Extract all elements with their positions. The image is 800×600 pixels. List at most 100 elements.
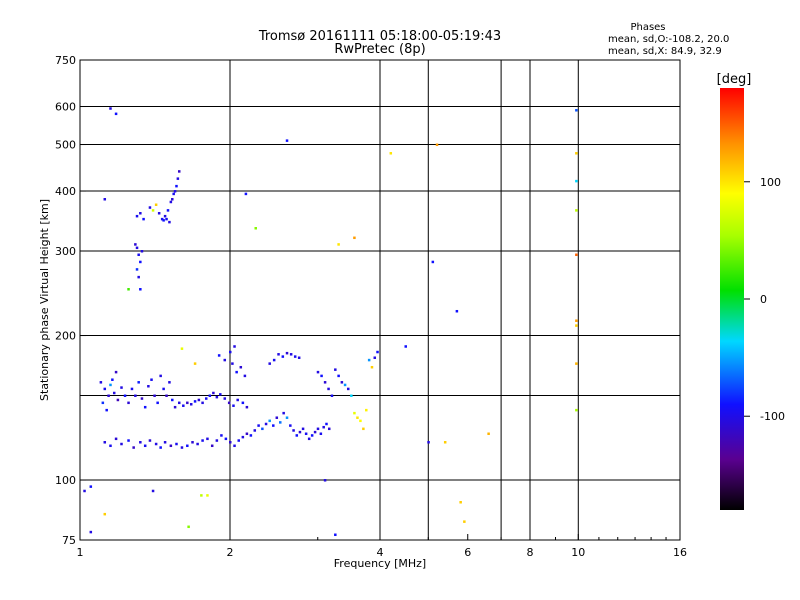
data-point (268, 419, 271, 423)
data-point (362, 427, 365, 431)
y-tick-label: 300 (55, 245, 76, 258)
x-tick-label: 8 (527, 546, 534, 559)
colorbar-ticks: 100 0 -100 (744, 176, 785, 423)
y-tick-label: 600 (55, 101, 76, 114)
data-point (367, 358, 371, 362)
data-point (148, 206, 152, 209)
data-point (224, 437, 228, 441)
y-tick-label: 400 (55, 185, 76, 198)
data-point (244, 192, 248, 196)
data-point (135, 268, 139, 271)
data-point (257, 424, 260, 427)
data-point (340, 381, 344, 384)
data-point (323, 381, 327, 384)
data-point (297, 356, 301, 359)
x-tick-label: 2 (227, 546, 234, 559)
data-point (154, 442, 158, 446)
data-point (120, 386, 123, 389)
data-point (186, 444, 189, 448)
data-point (275, 416, 279, 419)
data-point (249, 434, 253, 437)
data-point (376, 350, 379, 354)
data-point (143, 405, 147, 409)
data-point (289, 353, 293, 356)
phases-o-stats: mean, sd,O:-108.2, 20.0 (608, 34, 729, 45)
data-point (159, 446, 162, 449)
data-point (151, 209, 155, 212)
data-point (298, 430, 302, 434)
data-point (191, 441, 194, 444)
data-point (463, 520, 466, 523)
data-point (156, 401, 159, 405)
data-point (455, 309, 459, 313)
data-point (172, 192, 175, 196)
data-point (237, 439, 240, 442)
data-point (293, 355, 297, 358)
data-point (241, 401, 245, 405)
data-point (180, 347, 184, 350)
data-point (200, 494, 203, 497)
data-point (132, 446, 135, 449)
y-tick-label: 200 (55, 330, 76, 343)
data-point (307, 437, 311, 441)
data-point (229, 441, 232, 444)
data-point (235, 370, 238, 374)
data-point (103, 387, 107, 391)
data-point (140, 250, 144, 253)
data-point (233, 345, 236, 348)
data-point (575, 324, 578, 327)
data-point (253, 429, 257, 432)
data-point (89, 530, 93, 534)
data-point (103, 441, 107, 444)
data-point (193, 362, 197, 365)
data-point (292, 429, 295, 432)
y-tick-label: 750 (55, 54, 76, 67)
data-point (243, 374, 247, 378)
data-point (254, 227, 257, 230)
grid-lines (80, 60, 680, 540)
data-point (301, 427, 305, 431)
data-point (130, 387, 134, 391)
data-point (134, 243, 137, 246)
data-point (323, 479, 327, 482)
data-point (197, 398, 201, 402)
data-point (337, 374, 340, 378)
data-point (215, 395, 219, 399)
data-point (168, 220, 171, 224)
data-point (127, 439, 130, 442)
data-point (353, 411, 356, 415)
data-point (223, 397, 227, 400)
data-point (89, 485, 93, 488)
y-tick-label: 500 (55, 139, 76, 152)
data-point (212, 391, 215, 395)
data-point (272, 358, 276, 362)
colorbar-label: [deg] (717, 72, 752, 87)
data-point (160, 217, 164, 221)
chart-subtitle: RwPretec (8p) (334, 42, 425, 57)
data-point (139, 212, 142, 215)
data-point (370, 365, 374, 369)
data-point (241, 435, 245, 439)
data-point (143, 444, 147, 448)
data-point (295, 434, 299, 437)
y-tick-label: 100 (55, 474, 76, 487)
data-point (343, 383, 347, 387)
data-point (142, 217, 145, 221)
data-point (147, 384, 150, 388)
data-point (193, 400, 197, 403)
data-point (169, 444, 173, 448)
data-point (135, 214, 139, 218)
data-point (163, 441, 167, 444)
data-point (137, 253, 140, 257)
data-point (206, 437, 209, 441)
data-point (373, 356, 377, 359)
data-point (359, 419, 362, 423)
data-point (229, 350, 232, 354)
x-tick-label: 6 (464, 546, 471, 559)
data-point (173, 190, 177, 193)
data-point (320, 374, 323, 378)
data-point (189, 403, 193, 406)
data-point (165, 394, 168, 398)
data-point (217, 354, 221, 357)
